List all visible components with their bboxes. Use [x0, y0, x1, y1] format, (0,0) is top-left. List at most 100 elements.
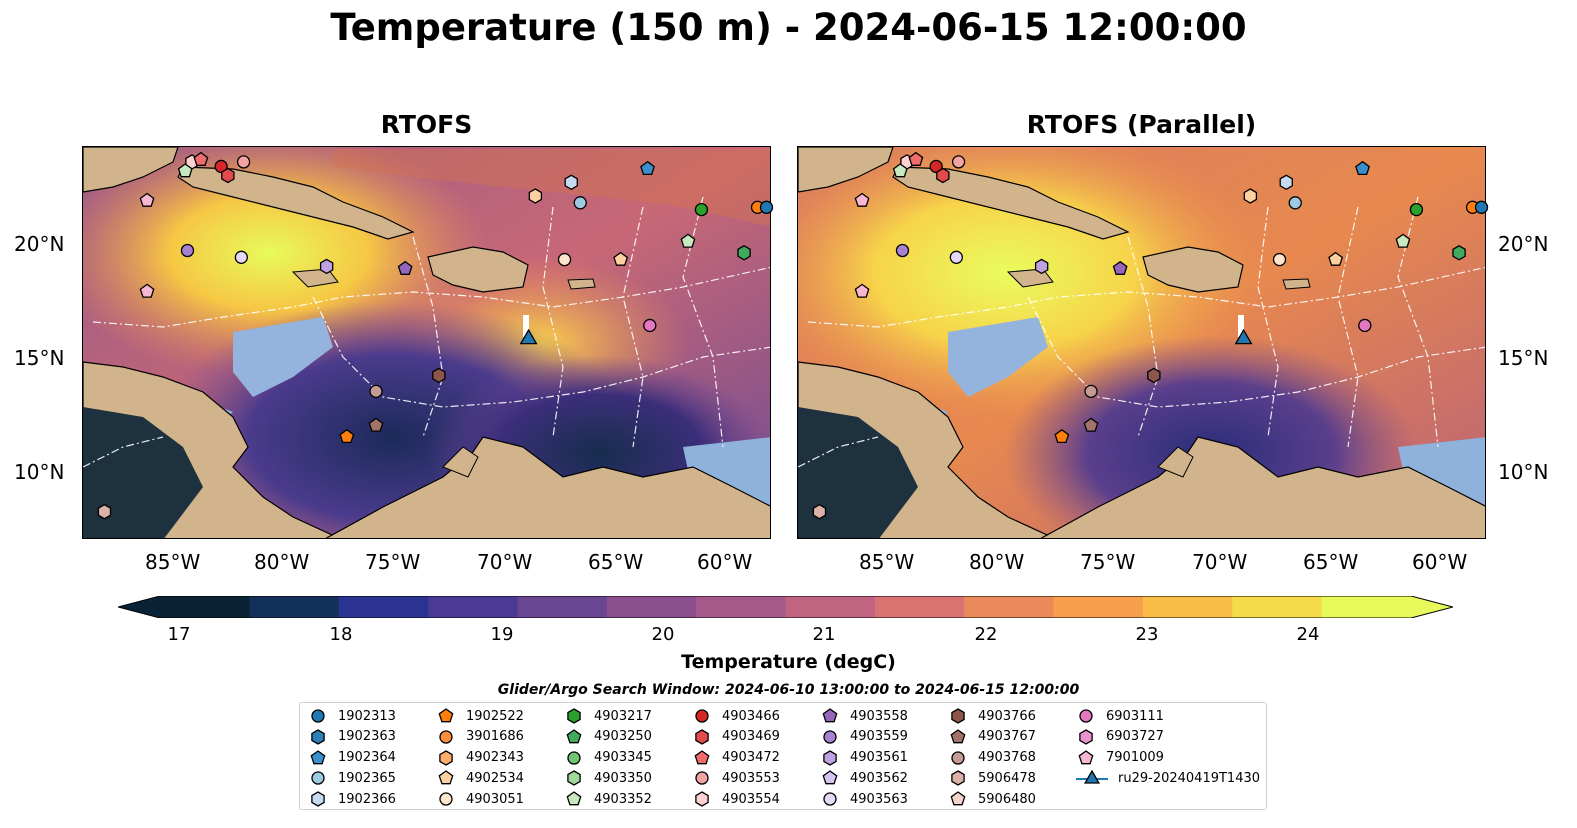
colorbar-segment — [785, 596, 876, 618]
legend-float-icon — [1079, 729, 1093, 745]
legend-float-icon — [566, 791, 582, 806]
colorbar-segment — [1053, 596, 1144, 618]
legend-item: 4903767 — [948, 727, 1036, 747]
x-tick-label: 60°W — [1412, 550, 1468, 574]
legend-item: 4903352 — [564, 789, 652, 809]
legend-item-label: 4903466 — [722, 708, 780, 724]
legend-marker-icon — [951, 708, 965, 724]
x-tick-label: 80°W — [254, 550, 310, 574]
legend-item: 1902366 — [308, 789, 396, 809]
legend-float-icon — [311, 729, 325, 745]
legend-marker-icon — [439, 749, 453, 766]
legend-float-icon — [439, 730, 453, 744]
legend-item: 4902343 — [436, 748, 524, 768]
legend-item-label: 1902522 — [466, 708, 524, 724]
x-tick-label: 75°W — [1080, 550, 1136, 574]
colorbar-bar — [116, 595, 1455, 619]
legend-item-label: 6903727 — [1106, 729, 1164, 745]
colorbar-segment — [249, 596, 340, 618]
y-tick-label: 15°N — [1498, 346, 1549, 370]
x-tick-label: 75°W — [365, 550, 421, 574]
legend-marker-icon — [823, 730, 837, 744]
legend-item: 4903469 — [692, 727, 780, 747]
colorbar-segment — [606, 596, 697, 618]
legend-marker-icon — [1079, 709, 1093, 723]
legend-item-label: 4903767 — [978, 729, 1036, 745]
legend-item-label: 4903051 — [466, 791, 524, 807]
legend-item-label: 4903345 — [594, 750, 652, 766]
map-rtofs[interactable] — [82, 146, 771, 539]
x-tick-label: 65°W — [1303, 550, 1359, 574]
map-rtofs-parallel[interactable] — [797, 146, 1486, 539]
legend-item-label: 4903562 — [850, 770, 908, 786]
legend-item-label: 4903553 — [722, 770, 780, 786]
legend-item-label: 4903558 — [850, 708, 908, 724]
y-tick-label: 20°N — [14, 232, 65, 256]
legend-marker-icon — [311, 709, 325, 723]
legend-float-icon — [695, 771, 709, 786]
legend-float-icon — [567, 770, 581, 787]
colorbar-segment — [874, 596, 965, 618]
legend-float-icon — [1078, 749, 1094, 764]
legend-float-icon — [310, 749, 326, 764]
legend-item-label: 4903768 — [978, 750, 1036, 766]
legend-item-label: 6903111 — [1106, 708, 1164, 724]
legend-item: 1902522 — [436, 706, 524, 726]
legend-item: 6903111 — [1076, 706, 1164, 726]
legend-item-label: 7901009 — [1106, 750, 1164, 766]
colorbar-segment — [338, 596, 429, 618]
legend-float-icon — [567, 750, 581, 765]
legend-item: 4903350 — [564, 768, 652, 788]
legend-item-label: 4903472 — [722, 750, 780, 766]
colorbar-tick: 24 — [1296, 624, 1320, 645]
y-tick-label: 10°N — [14, 460, 65, 484]
map-rtofs-canvas — [83, 147, 770, 538]
y-tick-label: 20°N — [1498, 232, 1549, 256]
legend-float-icon — [438, 770, 454, 785]
legend-item-label: 4903350 — [594, 770, 652, 786]
legend-marker-icon — [695, 729, 709, 745]
legend-item: 4903768 — [948, 748, 1036, 768]
legend-float-icon — [438, 708, 454, 723]
legend-marker-icon — [695, 709, 709, 723]
x-tick-label: 70°W — [1192, 550, 1248, 574]
legend-float-icon — [695, 729, 709, 745]
legend-item-label: 1902366 — [338, 791, 396, 807]
legend-float-icon — [950, 728, 966, 744]
legend-float-icon — [823, 792, 837, 806]
legend-item: 4903562 — [820, 768, 908, 788]
legend-item: 4902534 — [436, 768, 524, 788]
legend-float-icon — [311, 709, 325, 723]
x-tick-label: 65°W — [588, 550, 644, 574]
legend-item: 4903554 — [692, 789, 780, 809]
legend-marker-icon — [822, 770, 838, 785]
legend-item: 1902364 — [308, 748, 396, 768]
legend-marker-icon — [310, 749, 326, 764]
legend-float-icon — [822, 770, 838, 785]
legend-marker-icon — [438, 770, 454, 785]
legend-float-icon — [566, 728, 582, 744]
legend-marker-icon — [566, 728, 582, 744]
colorbar-segment — [696, 596, 786, 618]
legend-marker-icon — [823, 749, 837, 766]
legend-marker-icon — [566, 791, 582, 806]
legend-float-icon — [823, 749, 837, 766]
legend-float-icon — [311, 791, 325, 807]
legend-item: 4903250 — [564, 727, 652, 747]
legend-item-label: 4903766 — [978, 708, 1036, 724]
x-tick-label: 70°W — [477, 550, 533, 574]
legend-float-icon — [439, 749, 453, 766]
legend-item: 4903051 — [436, 789, 524, 809]
panel-title-rtofs: RTOFS — [380, 110, 473, 139]
legend-marker-icon — [951, 770, 965, 787]
legend-marker-icon — [1079, 729, 1093, 745]
colorbar-segment — [1321, 596, 1412, 618]
legend-item-label: 1902365 — [338, 770, 396, 786]
legend-item-label: 4903563 — [850, 791, 908, 807]
legend-item: 3901686 — [436, 727, 524, 747]
legend-float-icon — [311, 771, 325, 786]
legend-item: 4903217 — [564, 706, 652, 726]
legend-item: 4903466 — [692, 706, 780, 726]
legend-item-label: 4903554 — [722, 791, 780, 807]
x-tick-label: 80°W — [969, 550, 1025, 574]
